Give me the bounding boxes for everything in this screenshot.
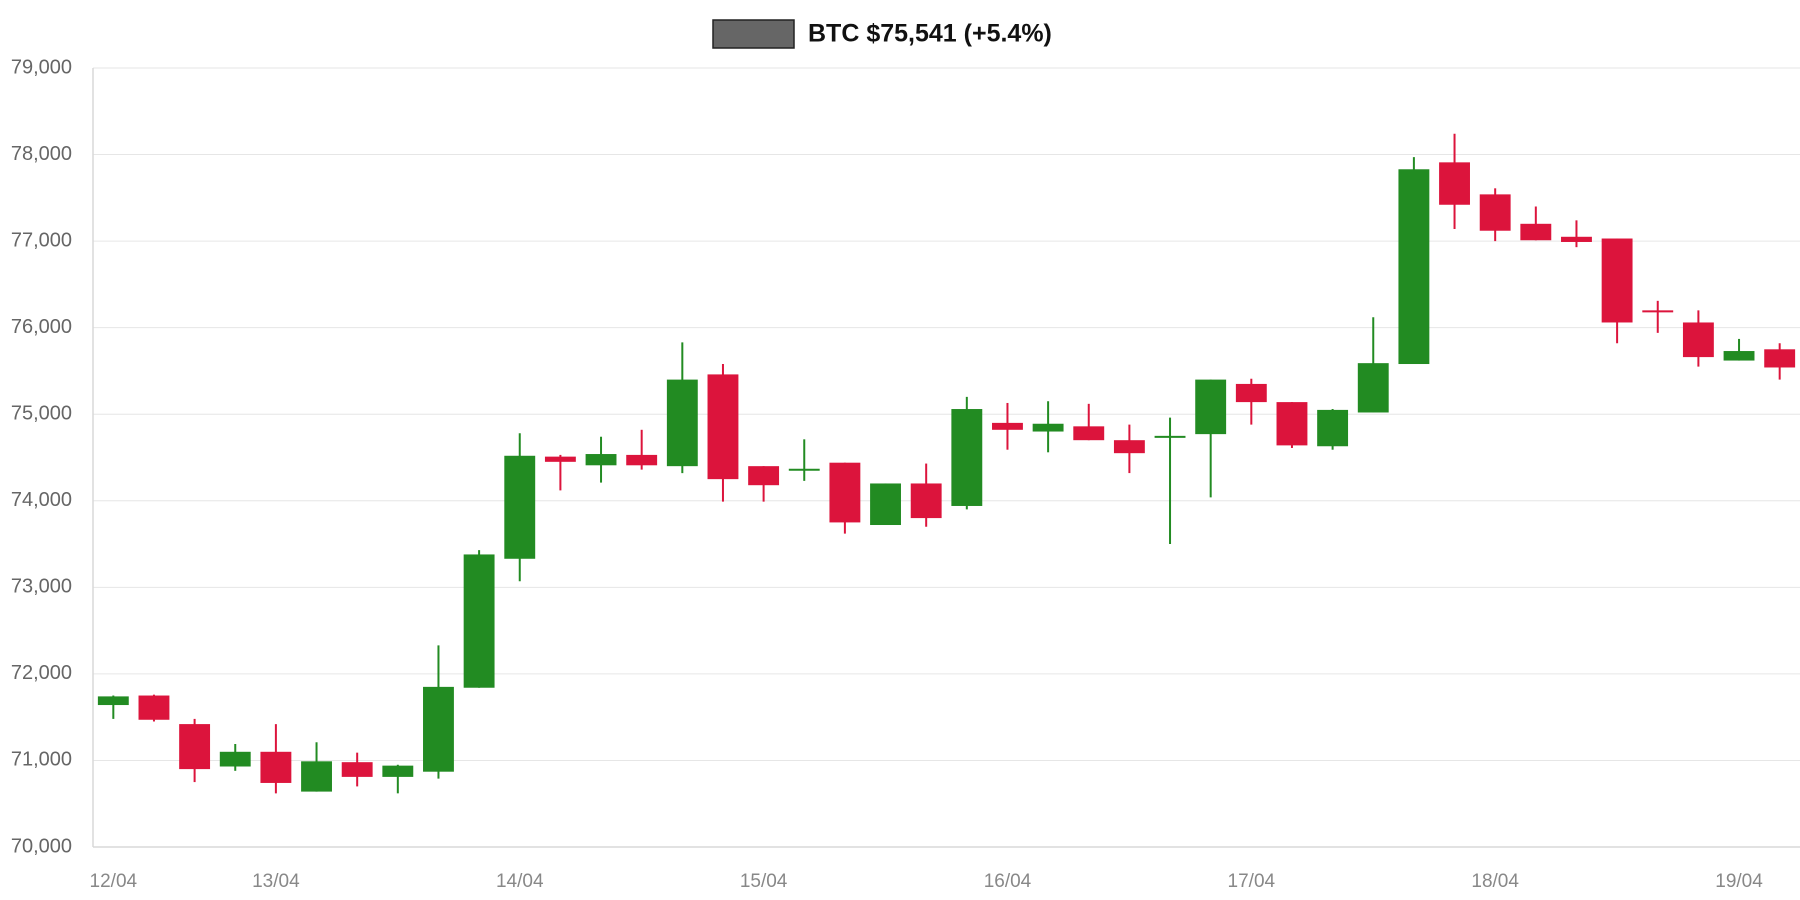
candle-body [423,686,454,772]
candle-body [1520,223,1552,241]
y-tick-label: 76,000 [11,316,72,338]
candle-body [504,455,536,559]
candle-body [992,422,1023,430]
candle-body [97,696,129,706]
candle-body [463,554,495,688]
legend-swatch [712,19,795,49]
candle-body [707,374,739,480]
candle-body [1682,322,1714,358]
candle-body [1195,379,1227,435]
candle-body [1032,423,1064,432]
candle-body [138,695,170,720]
candle-body [626,454,658,466]
candle-body [260,751,292,783]
candle-body [829,462,861,523]
candle-body [788,468,820,471]
y-tick-label: 71,000 [11,749,72,771]
candle-body [748,466,780,486]
candle-body [666,379,698,467]
candle-body [382,765,414,777]
candle-body [1113,440,1145,454]
candle-body [1764,349,1796,368]
candle-body [1154,435,1186,438]
candle-body [1398,169,1430,365]
candle-body [1317,409,1349,447]
candle-body [1561,236,1592,242]
x-tick-label: 17/04 [1228,871,1276,892]
y-tick-label: 78,000 [11,143,72,165]
x-tick-label: 18/04 [1471,871,1519,892]
candle-body [1357,363,1389,413]
candle-body [1479,194,1511,231]
candle-body [1601,238,1633,323]
candle-body [910,483,942,519]
x-tick-label: 14/04 [496,871,544,892]
y-tick-label: 72,000 [11,662,72,684]
candle-body [870,483,901,526]
candle-body [544,456,576,462]
candle-body [1073,426,1105,441]
y-tick-label: 74,000 [11,489,72,511]
candle-body [1439,162,1470,205]
y-tick-label: 73,000 [11,576,72,598]
x-tick-label: 16/04 [984,871,1032,892]
candle-body [951,409,983,506]
legend-label: BTC $75,541 (+5.4%) [808,20,1052,48]
y-tick-label: 77,000 [11,229,72,251]
candle-body [1723,351,1755,361]
candle-body [585,454,617,466]
x-tick-label: 19/04 [1715,871,1763,892]
candle-body [1642,310,1674,313]
candle-body [179,724,211,770]
candle-body [1276,402,1308,446]
candle-body [341,762,373,777]
candle-body [219,751,251,767]
candle-body [301,761,332,792]
x-tick-label: 12/04 [90,871,138,892]
x-tick-label: 15/04 [740,871,788,892]
candle-body [1235,383,1267,403]
x-tick-label: 13/04 [252,871,300,892]
y-tick-label: 79,000 [11,56,72,78]
y-tick-label: 75,000 [11,403,72,425]
y-tick-label: 70,000 [11,835,72,857]
